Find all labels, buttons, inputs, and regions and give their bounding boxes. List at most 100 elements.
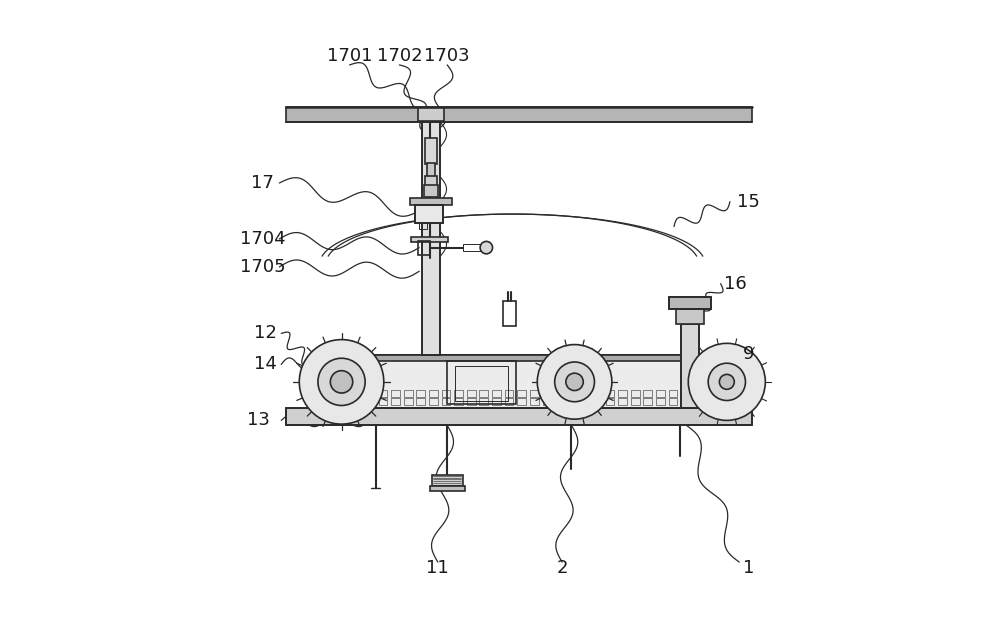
Bar	[543, 398, 551, 405]
Bar	[427, 163, 435, 177]
Bar	[454, 398, 463, 405]
Bar	[391, 390, 400, 397]
Bar	[676, 308, 704, 324]
Bar	[699, 355, 752, 361]
Circle shape	[719, 374, 734, 389]
Bar	[618, 398, 627, 405]
Text: 9: 9	[743, 345, 754, 363]
Bar	[467, 398, 476, 405]
Bar	[366, 398, 375, 405]
Bar	[454, 390, 463, 397]
Text: 16: 16	[724, 275, 746, 293]
Bar	[429, 390, 438, 397]
Bar	[379, 390, 387, 397]
Bar	[681, 324, 699, 408]
Bar	[669, 297, 711, 308]
Bar	[455, 366, 508, 401]
Bar	[702, 390, 710, 397]
Bar	[415, 205, 443, 223]
Bar	[353, 390, 362, 397]
Bar	[404, 390, 413, 397]
Bar	[479, 398, 488, 405]
Text: 17: 17	[251, 174, 274, 192]
Bar	[631, 398, 640, 405]
Bar	[286, 107, 752, 122]
Bar	[422, 113, 440, 355]
Bar	[555, 398, 564, 405]
Bar	[739, 398, 747, 405]
Bar	[447, 361, 516, 404]
Bar	[699, 355, 752, 408]
Bar	[568, 390, 577, 397]
Bar	[310, 355, 699, 408]
Text: 1705: 1705	[240, 258, 285, 276]
Text: 1: 1	[743, 559, 754, 577]
Bar	[416, 398, 425, 405]
Bar	[404, 398, 413, 405]
Bar	[415, 205, 443, 223]
Bar	[492, 398, 501, 405]
Bar	[418, 241, 430, 255]
Bar	[530, 390, 539, 397]
Bar	[505, 390, 513, 397]
Bar	[727, 390, 735, 397]
Circle shape	[688, 344, 765, 420]
Bar	[505, 398, 513, 405]
Text: 13: 13	[247, 411, 270, 429]
Bar	[714, 390, 722, 397]
Circle shape	[537, 345, 612, 419]
Circle shape	[330, 371, 353, 393]
Circle shape	[299, 340, 384, 424]
Bar	[286, 408, 752, 425]
Bar	[702, 398, 710, 405]
Bar	[424, 186, 438, 197]
Bar	[286, 408, 752, 425]
Text: 15: 15	[737, 192, 760, 211]
Bar	[467, 390, 476, 397]
Bar	[442, 390, 450, 397]
Circle shape	[555, 362, 594, 402]
Bar	[669, 297, 711, 308]
Bar	[618, 390, 627, 397]
Bar	[425, 138, 437, 164]
Bar	[432, 475, 463, 487]
Bar	[422, 113, 440, 355]
Circle shape	[566, 373, 583, 391]
Bar	[681, 390, 690, 397]
Bar	[699, 355, 752, 408]
Bar	[555, 390, 564, 397]
Bar	[419, 223, 427, 229]
Bar	[593, 390, 602, 397]
Bar	[366, 390, 375, 397]
Bar	[341, 390, 349, 397]
Bar	[341, 398, 349, 405]
Bar	[463, 244, 483, 251]
Bar	[479, 390, 488, 397]
Circle shape	[480, 241, 493, 254]
Bar	[656, 398, 665, 405]
Bar	[669, 398, 677, 405]
Bar	[681, 324, 699, 408]
Text: 14: 14	[254, 356, 277, 374]
Bar	[643, 390, 652, 397]
Bar	[410, 198, 452, 206]
Bar	[643, 398, 652, 405]
Circle shape	[318, 358, 365, 406]
Bar	[606, 390, 614, 397]
Bar	[310, 355, 699, 361]
Bar	[517, 390, 526, 397]
Bar	[503, 301, 516, 326]
Bar	[391, 398, 400, 405]
Text: 12: 12	[254, 324, 277, 342]
Bar	[442, 398, 450, 405]
Bar	[727, 398, 735, 405]
Bar	[315, 398, 324, 405]
Bar	[492, 390, 501, 397]
Bar	[580, 398, 589, 405]
Bar	[568, 398, 577, 405]
Bar	[411, 237, 448, 242]
Bar	[517, 398, 526, 405]
Bar	[631, 390, 640, 397]
Bar	[430, 486, 465, 490]
Bar	[669, 390, 677, 397]
